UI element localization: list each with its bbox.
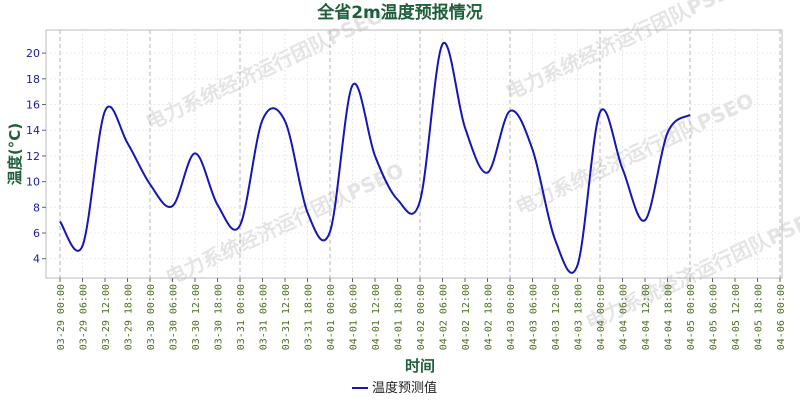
x-tick-label: 04-04 00:00 <box>596 284 607 350</box>
series-line-temperature <box>59 41 691 274</box>
x-tick-label: 04-05 18:00 <box>754 284 765 350</box>
x-tick-label: 03-31 06:00 <box>259 284 270 350</box>
y-tick-label: 16 <box>26 99 40 112</box>
y-tick-label: 10 <box>26 176 40 189</box>
y-tick-label: 4 <box>33 253 40 266</box>
x-tick-label: 04-02 06:00 <box>439 284 450 350</box>
y-axis-ticks: 4 6 8 10 12 14 16 18 20 <box>26 47 46 266</box>
x-tick-label: 04-03 18:00 <box>574 284 585 350</box>
grid-lines <box>46 30 782 278</box>
x-tick-label: 04-01 00:00 <box>326 284 337 350</box>
legend: 温度预测值 <box>352 380 437 396</box>
x-tick-label: 04-02 12:00 <box>461 284 472 350</box>
x-tick-label: 03-31 12:00 <box>281 284 292 350</box>
y-tick-label: 14 <box>26 124 40 137</box>
x-tick-label: 04-05 00:00 <box>686 284 697 350</box>
x-tick-label: 03-29 06:00 <box>79 284 90 350</box>
x-tick-label: 03-29 12:00 <box>101 284 112 350</box>
legend-label: 温度预测值 <box>372 380 437 396</box>
x-tick-label: 03-31 18:00 <box>304 284 315 350</box>
watermark-text: 电力系统经济运行团队PSEO <box>512 88 758 220</box>
x-tick-label: 04-05 12:00 <box>731 284 742 350</box>
y-tick-label: 20 <box>26 47 40 60</box>
x-tick-label: 04-04 06:00 <box>619 284 630 350</box>
x-tick-label: 04-02 00:00 <box>416 284 427 350</box>
x-tick-label: 04-05 06:00 <box>709 284 720 350</box>
y-tick-label: 6 <box>33 227 40 240</box>
x-tick-label: 04-03 00:00 <box>506 284 517 350</box>
chart-title: 全省2m温度预报情况 <box>316 2 483 23</box>
y-axis-title: 温度(°C) <box>6 123 24 185</box>
x-tick-label: 03-31 00:00 <box>236 284 247 350</box>
x-tick-label: 04-01 06:00 <box>349 284 360 350</box>
x-tick-label: 04-02 18:00 <box>484 284 495 350</box>
x-axis-title: 时间 <box>405 357 435 375</box>
watermark-text: 电力系统经济运行团队PSEO <box>502 0 748 105</box>
x-tick-label: 03-30 06:00 <box>169 284 180 350</box>
x-tick-label: 04-01 18:00 <box>394 284 405 350</box>
x-tick-label: 03-30 18:00 <box>214 284 225 350</box>
x-tick-label: 03-30 00:00 <box>146 284 157 350</box>
x-tick-label: 04-06 00:00 <box>776 284 787 350</box>
x-tick-label: 03-29 00:00 <box>56 284 67 350</box>
y-tick-label: 18 <box>26 73 40 86</box>
x-tick-label: 03-29 18:00 <box>124 284 135 350</box>
x-tick-label: 04-04 18:00 <box>664 284 675 350</box>
y-tick-label: 12 <box>26 150 40 163</box>
x-tick-label: 04-01 12:00 <box>371 284 382 350</box>
y-tick-label: 8 <box>33 201 40 214</box>
x-axis-ticks: 03-29 00:00 03-29 06:00 03-29 12:00 03-29 1… <box>56 278 787 350</box>
x-tick-label: 04-04 12:00 <box>641 284 652 350</box>
x-tick-label: 03-30 12:00 <box>191 284 202 350</box>
x-tick-label: 04-03 12:00 <box>551 284 562 350</box>
x-tick-label: 04-03 06:00 <box>529 284 540 350</box>
plot-area <box>45 29 783 279</box>
